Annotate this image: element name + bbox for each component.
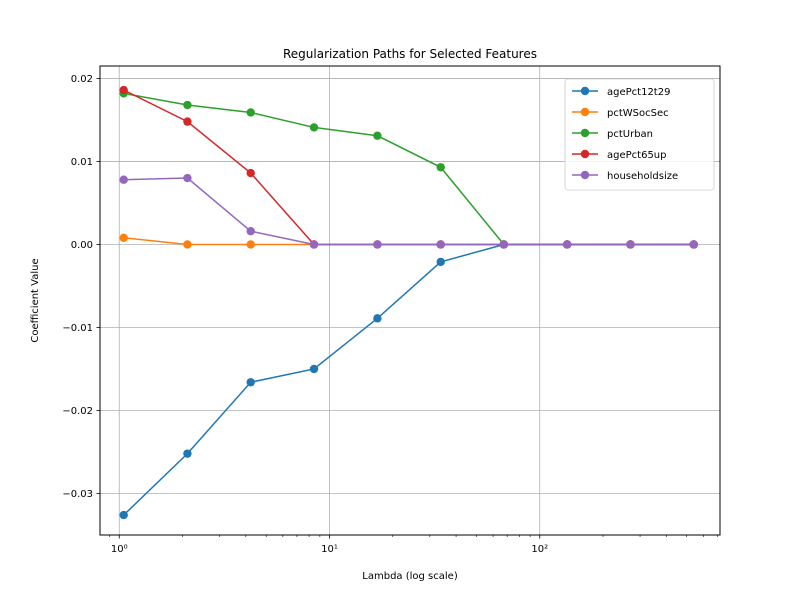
- data-point: [119, 233, 128, 243]
- legend-label: householdsize: [607, 171, 678, 182]
- data-point: [626, 240, 635, 249]
- data-point: [246, 226, 255, 236]
- legend-item-householdsize: householdsize: [572, 170, 678, 182]
- y-tick-label: −0.01: [62, 323, 93, 334]
- legend-label: pctWSocSec: [607, 108, 669, 119]
- data-point: [689, 240, 698, 249]
- legend: agePct12t29 pctWSocSec pctUrban agePct65up h…: [564, 78, 715, 191]
- data-point: [499, 240, 509, 249]
- legend-swatch-marker: [580, 149, 590, 159]
- data-point: [309, 364, 319, 374]
- data-point: [183, 173, 192, 183]
- y-axis-title: Coefficient Value: [30, 258, 41, 342]
- data-point: [246, 108, 255, 117]
- series-line: [123, 177, 694, 246]
- x-axis: 10⁰ 10¹ 10²: [109, 535, 718, 555]
- y-tick-label: −0.03: [62, 489, 93, 500]
- legend-item-pctWSocSec: pctWSocSec: [572, 107, 669, 119]
- data-point: [183, 100, 192, 110]
- x-tick-label: 10²: [531, 544, 548, 555]
- legend-item-agePct12t29: agePct12t29: [572, 86, 670, 98]
- data-point: [562, 240, 572, 249]
- data-point: [373, 131, 382, 140]
- legend-label: pctUrban: [607, 129, 653, 140]
- legend-swatch-marker: [580, 170, 590, 180]
- series-layer: [119, 85, 698, 520]
- data-point: [183, 449, 192, 458]
- data-point: [119, 175, 128, 184]
- x-tick-label: 10¹: [321, 544, 338, 555]
- data-point: [246, 240, 255, 249]
- data-point: [246, 378, 255, 387]
- data-point: [119, 510, 128, 520]
- data-point: [246, 168, 255, 178]
- plot-frame: [99, 65, 721, 536]
- legend-label: agePct12t29: [607, 87, 670, 98]
- data-point: [436, 163, 445, 172]
- x-tick-label: 10⁰: [111, 544, 128, 555]
- legend-label: agePct65up: [607, 150, 667, 161]
- data-point: [436, 257, 445, 267]
- data-point: [183, 117, 192, 126]
- legend-item-agePct65up: agePct65up: [572, 149, 667, 161]
- data-point: [436, 240, 445, 249]
- y-tick-label: −0.02: [62, 406, 93, 417]
- legend-swatch-marker: [580, 128, 590, 138]
- series-householdsize: [119, 173, 698, 249]
- data-point: [309, 240, 319, 249]
- y-axis: 0.02 0.01 0.00 −0.01 −0.02 −0.03: [62, 74, 100, 500]
- legend-swatch-marker: [580, 107, 590, 117]
- chart-title: Regularization Paths for Selected Featur…: [283, 47, 537, 61]
- data-point: [373, 314, 382, 323]
- data-point: [373, 240, 382, 249]
- data-point: [119, 85, 128, 95]
- y-tick-label: 0.02: [71, 74, 93, 85]
- data-point: [183, 240, 192, 249]
- x-axis-title: Lambda (log scale): [362, 571, 458, 582]
- legend-box: [564, 78, 715, 191]
- y-tick-label: 0.00: [71, 240, 93, 251]
- y-tick-label: 0.01: [71, 157, 93, 168]
- data-point: [309, 123, 319, 132]
- legend-swatch-marker: [580, 86, 590, 96]
- legend-item-pctUrban: pctUrban: [572, 128, 653, 140]
